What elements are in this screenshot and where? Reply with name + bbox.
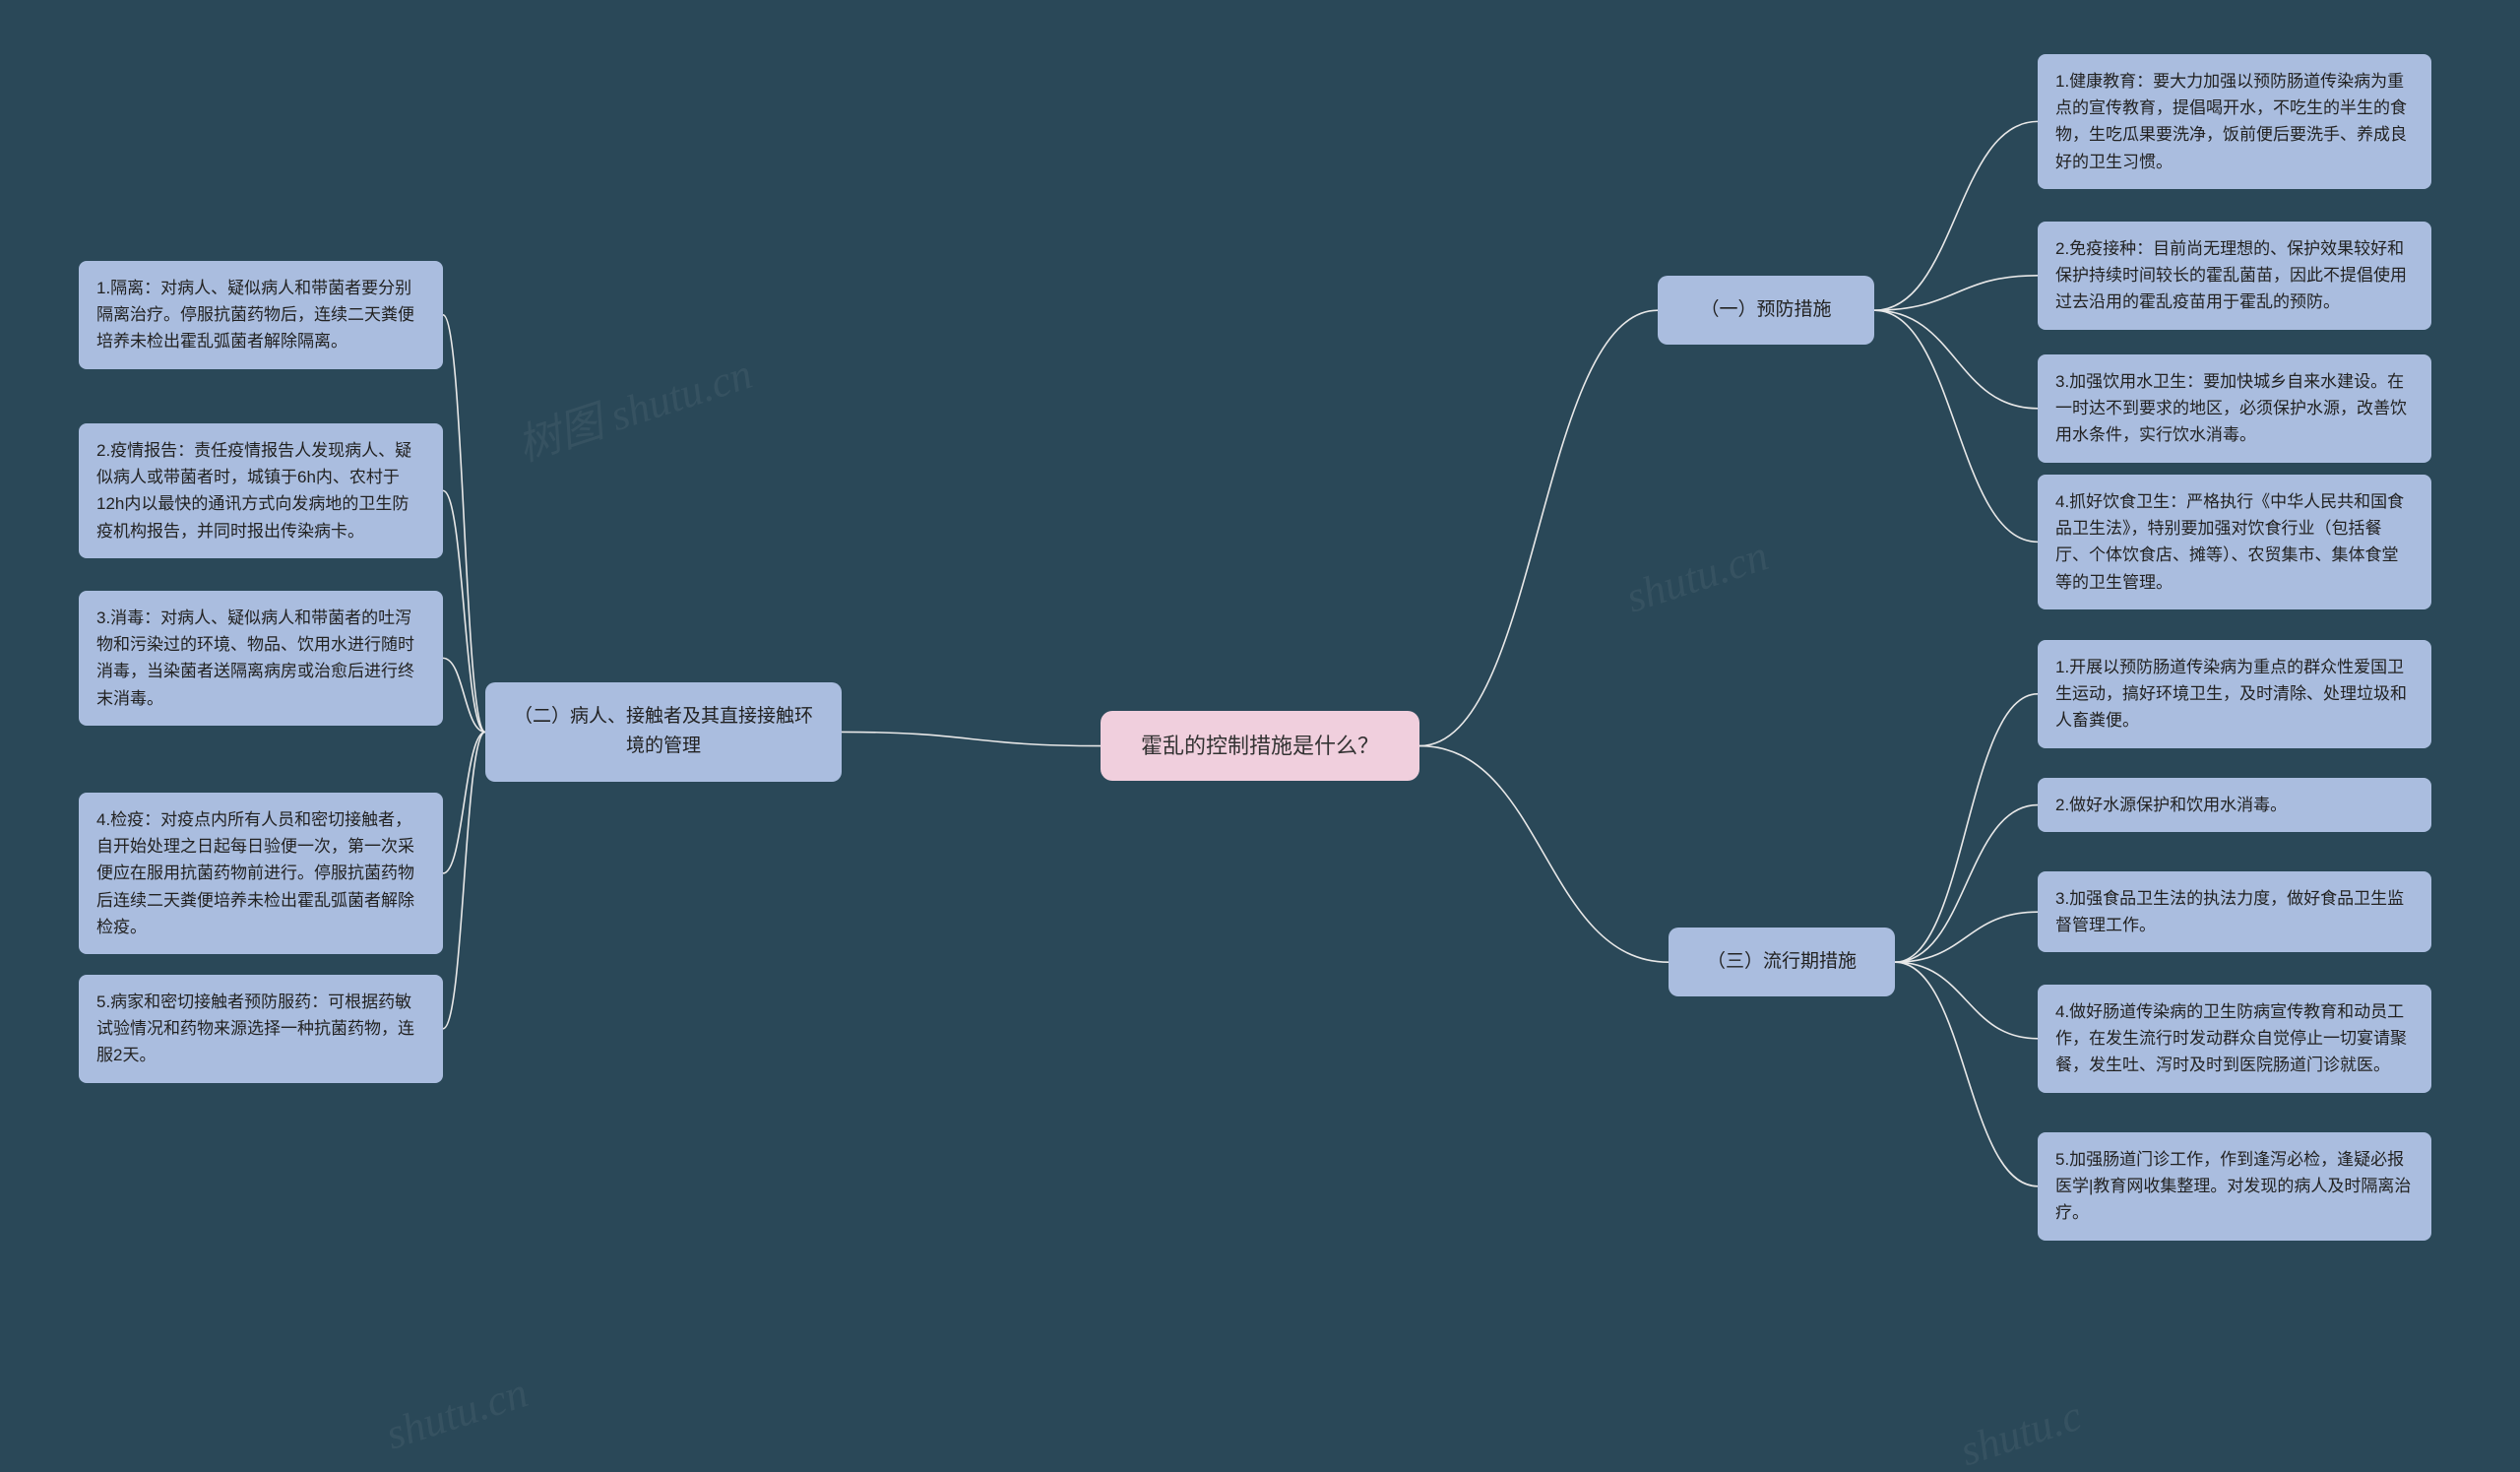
leaf-right2-1: 1.开展以预防肠道传染病为重点的群众性爱国卫生运动，搞好环境卫生，及时清除、处理… bbox=[2038, 640, 2431, 748]
leaf-right1-2: 2.免疫接种：目前尚无理想的、保护效果较好和保护持续时间较长的霍乱菌苗，因此不提… bbox=[2038, 222, 2431, 330]
branch-left: （二）病人、接触者及其直接接触环境的管理 bbox=[485, 682, 842, 782]
center-node: 霍乱的控制措施是什么？ bbox=[1101, 711, 1419, 781]
leaf-left-5-label: 5.病家和密切接触者预防服药：可根据药敏试验情况和药物来源选择一种抗菌药物，连服… bbox=[96, 989, 425, 1069]
center-label: 霍乱的控制措施是什么？ bbox=[1141, 729, 1379, 763]
watermark-3: shutu.cn bbox=[380, 1367, 534, 1459]
leaf-left-4-label: 4.检疫：对疫点内所有人员和密切接触者，自开始处理之日起每日验便一次，第一次采便… bbox=[96, 806, 425, 940]
branch-right-1-label: （一）预防措施 bbox=[1700, 295, 1831, 325]
leaf-right2-3-label: 3.加强食品卫生法的执法力度，做好食品卫生监督管理工作。 bbox=[2055, 885, 2414, 938]
leaf-left-5: 5.病家和密切接触者预防服药：可根据药敏试验情况和药物来源选择一种抗菌药物，连服… bbox=[79, 975, 443, 1083]
leaf-right1-1: 1.健康教育：要大力加强以预防肠道传染病为重点的宣传教育，提倡喝开水，不吃生的半… bbox=[2038, 54, 2431, 189]
branch-left-label: （二）病人、接触者及其直接接触环境的管理 bbox=[509, 702, 818, 762]
leaf-left-1-label: 1.隔离：对病人、疑似病人和带菌者要分别隔离治疗。停服抗菌药物后，连续二天粪便培… bbox=[96, 275, 425, 355]
leaf-right2-5-label: 5.加强肠道门诊工作，作到逢泻必检，逢疑必报医学|教育网收集整理。对发现的病人及… bbox=[2055, 1146, 2414, 1227]
leaf-right1-3-label: 3.加强饮用水卫生：要加快城乡自来水建设。在一时达不到要求的地区，必须保护水源，… bbox=[2055, 368, 2414, 449]
leaf-left-2: 2.疫情报告：责任疫情报告人发现病人、疑似病人或带菌者时，城镇于6h内、农村于1… bbox=[79, 423, 443, 558]
leaf-right2-2: 2.做好水源保护和饮用水消毒。 bbox=[2038, 778, 2431, 832]
watermark-4: shutu.c bbox=[1954, 1390, 2087, 1472]
leaf-right2-5: 5.加强肠道门诊工作，作到逢泻必检，逢疑必报医学|教育网收集整理。对发现的病人及… bbox=[2038, 1132, 2431, 1241]
leaf-right1-4: 4.抓好饮食卫生：严格执行《中华人民共和国食品卫生法》，特别要加强对饮食行业（包… bbox=[2038, 475, 2431, 609]
leaf-right2-4-label: 4.做好肠道传染病的卫生防病宣传教育和动员工作，在发生流行时发动群众自觉停止一切… bbox=[2055, 998, 2414, 1079]
leaf-left-4: 4.检疫：对疫点内所有人员和密切接触者，自开始处理之日起每日验便一次，第一次采便… bbox=[79, 793, 443, 954]
watermark-2: shutu.cn bbox=[1620, 530, 1774, 622]
leaf-left-3: 3.消毒：对病人、疑似病人和带菌者的吐泻物和污染过的环境、物品、饮用水进行随时消… bbox=[79, 591, 443, 726]
leaf-left-2-label: 2.疫情报告：责任疫情报告人发现病人、疑似病人或带菌者时，城镇于6h内、农村于1… bbox=[96, 437, 425, 544]
branch-right-1: （一）预防措施 bbox=[1658, 276, 1874, 345]
leaf-right2-4: 4.做好肠道传染病的卫生防病宣传教育和动员工作，在发生流行时发动群众自觉停止一切… bbox=[2038, 985, 2431, 1093]
branch-right-2-label: （三）流行期措施 bbox=[1707, 947, 1857, 977]
leaf-right1-3: 3.加强饮用水卫生：要加快城乡自来水建设。在一时达不到要求的地区，必须保护水源，… bbox=[2038, 354, 2431, 463]
leaf-left-1: 1.隔离：对病人、疑似病人和带菌者要分别隔离治疗。停服抗菌药物后，连续二天粪便培… bbox=[79, 261, 443, 369]
leaf-left-3-label: 3.消毒：对病人、疑似病人和带菌者的吐泻物和污染过的环境、物品、饮用水进行随时消… bbox=[96, 605, 425, 712]
leaf-right2-2-label: 2.做好水源保护和饮用水消毒。 bbox=[2055, 792, 2287, 818]
leaf-right2-3: 3.加强食品卫生法的执法力度，做好食品卫生监督管理工作。 bbox=[2038, 871, 2431, 952]
leaf-right1-4-label: 4.抓好饮食卫生：严格执行《中华人民共和国食品卫生法》，特别要加强对饮食行业（包… bbox=[2055, 488, 2414, 596]
branch-right-2: （三）流行期措施 bbox=[1669, 928, 1895, 996]
leaf-right1-1-label: 1.健康教育：要大力加强以预防肠道传染病为重点的宣传教育，提倡喝开水，不吃生的半… bbox=[2055, 68, 2414, 175]
watermark-1: 树图 shutu.cn bbox=[508, 338, 759, 473]
leaf-right2-1-label: 1.开展以预防肠道传染病为重点的群众性爱国卫生运动，搞好环境卫生，及时清除、处理… bbox=[2055, 654, 2414, 735]
leaf-right1-2-label: 2.免疫接种：目前尚无理想的、保护效果较好和保护持续时间较长的霍乱菌苗，因此不提… bbox=[2055, 235, 2414, 316]
